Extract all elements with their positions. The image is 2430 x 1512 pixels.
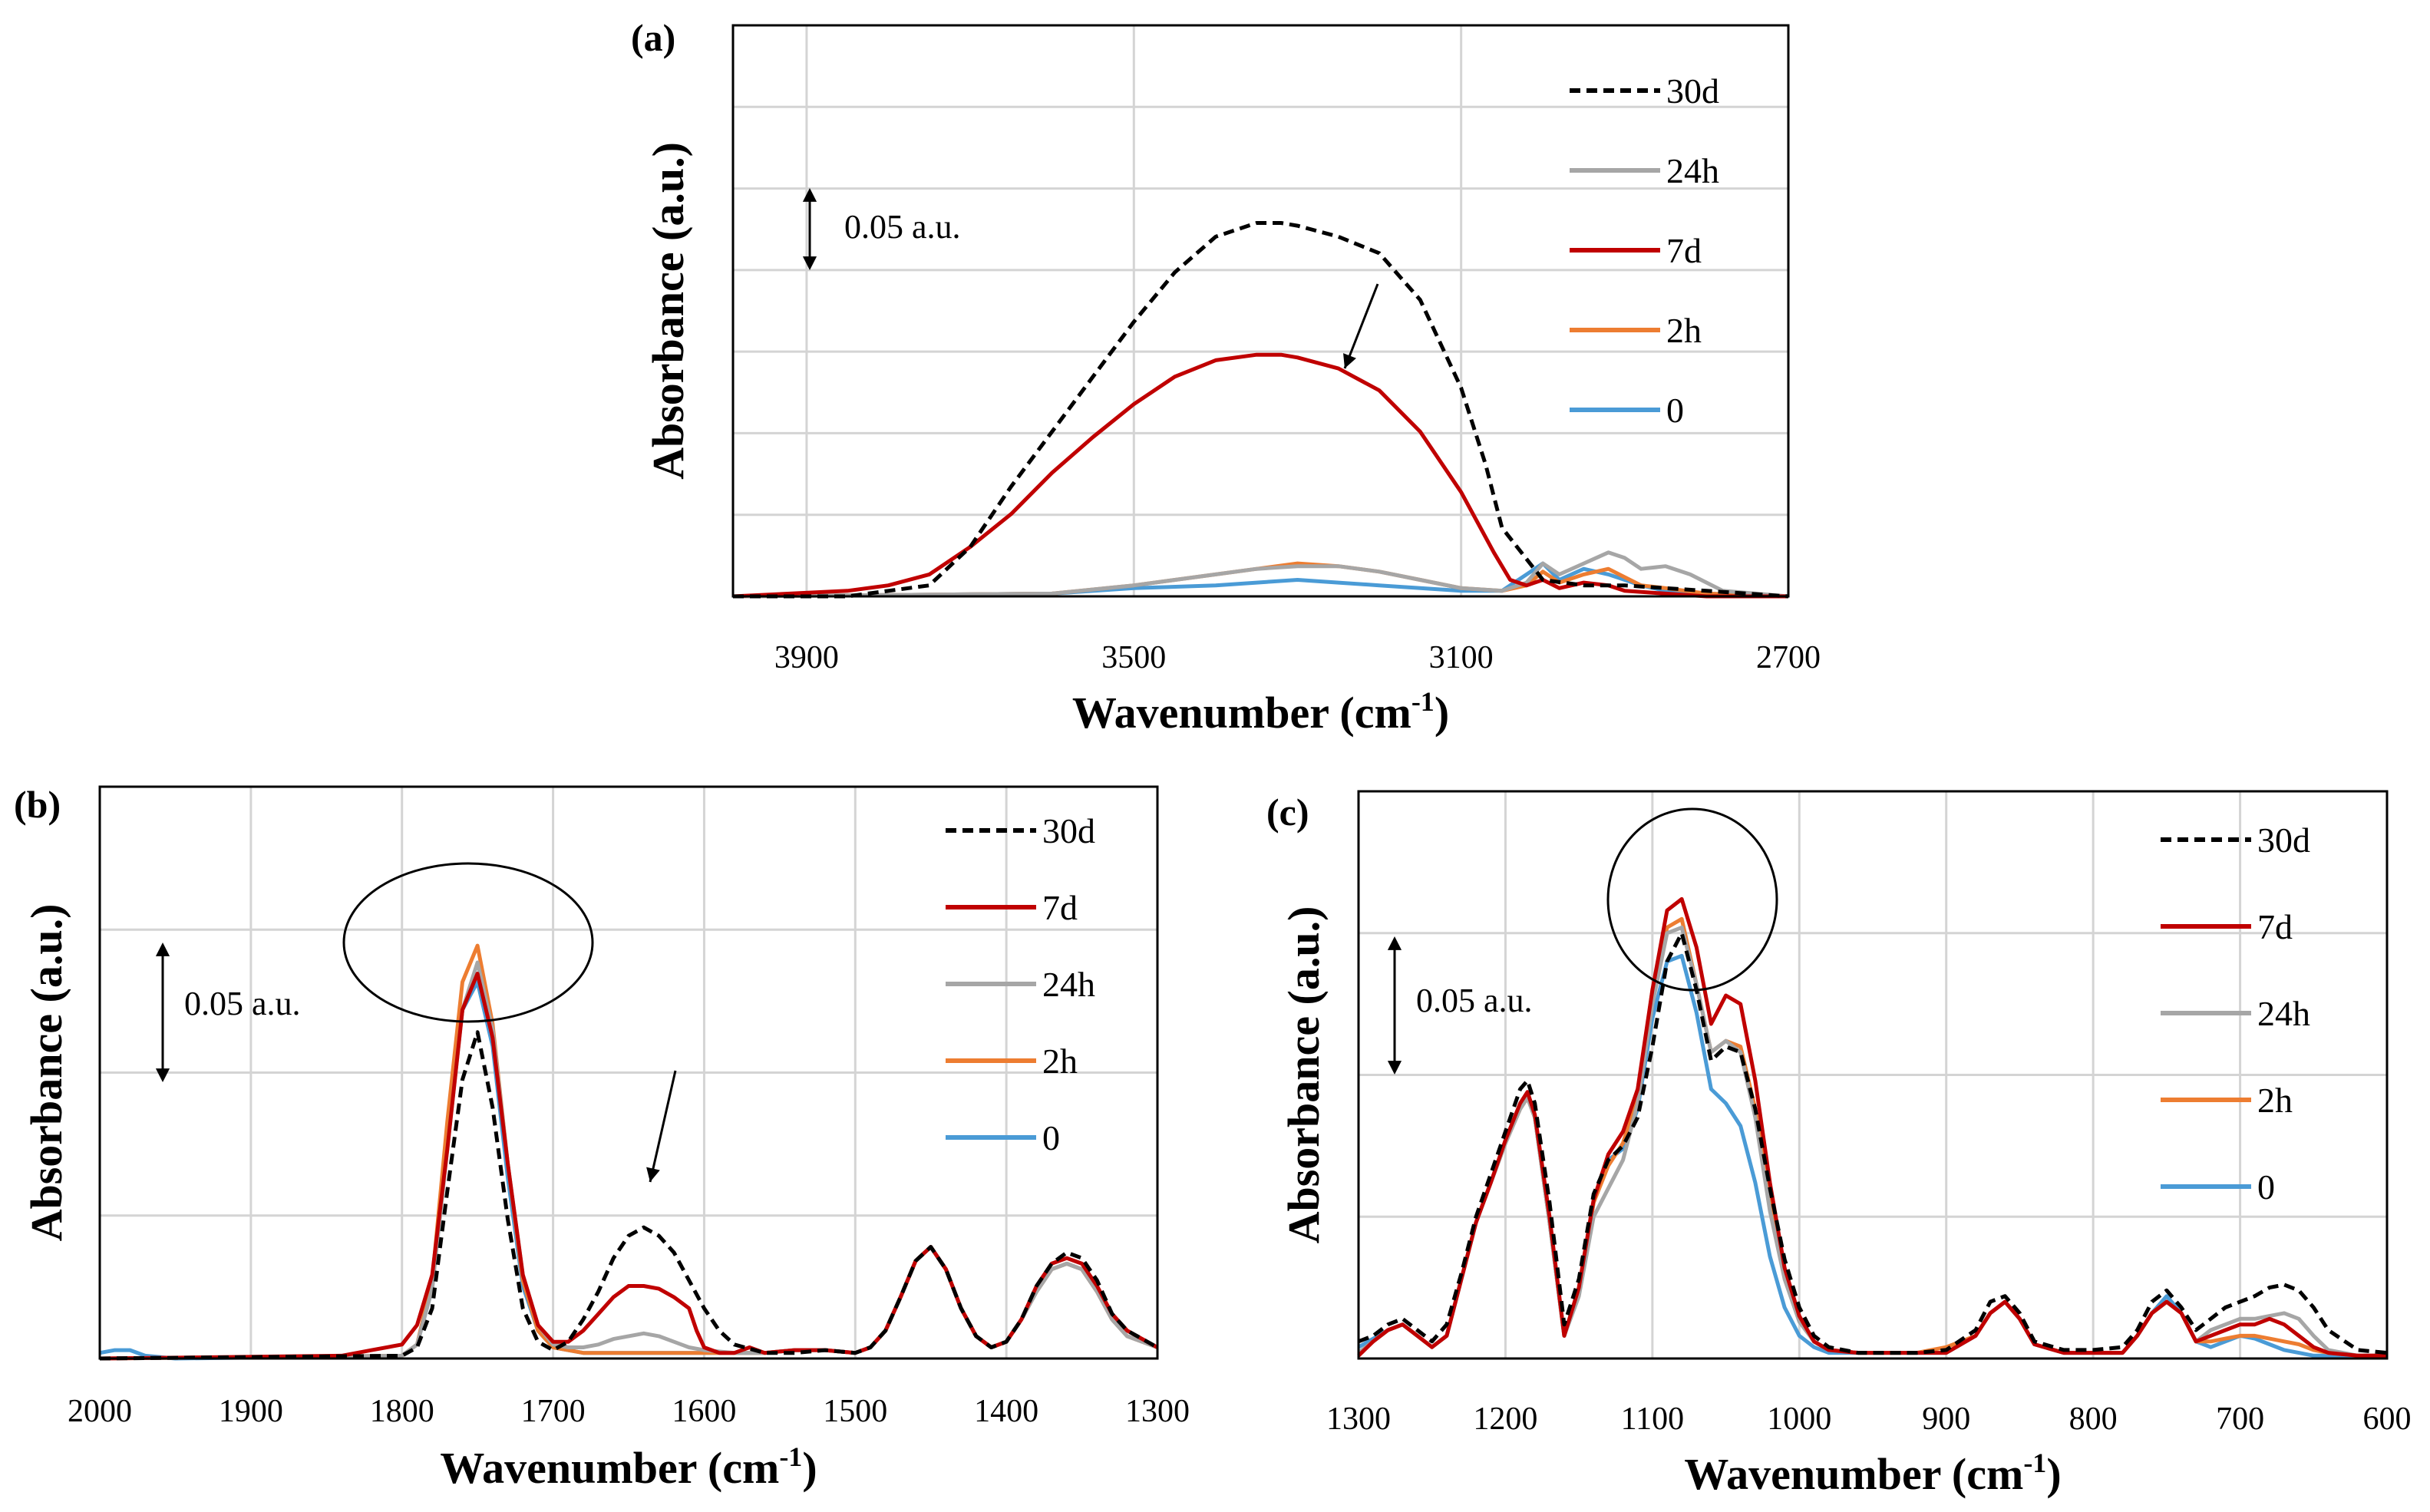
chart-panel: 2000 1900 1800 1700 1600 1500 1400 1300 Wavenumb… [14,783,1190,1493]
y-axis-label: Absorbance (a.u.) [21,904,71,1242]
legend-label: 30d [2257,820,2310,860]
panel-label: (c) [1266,791,1309,834]
x-tick-label: 1900 [219,1394,283,1429]
x-tick-label: 1200 [1473,1401,1537,1437]
annotation-ellipse [1606,807,1778,992]
x-tick-label: 600 [2363,1401,2412,1437]
panel-label: (b) [14,783,61,826]
x-tick-label: 1300 [1326,1401,1391,1437]
x-tick-label: 1000 [1767,1401,1831,1437]
x-tick-label: 1700 [521,1394,586,1429]
series-line-0 [99,979,1158,1361]
scale-bar-arrow-up [1387,936,1402,950]
legend-label: 30d [1666,71,1719,111]
y-axis-label: Absorbance (a.u.) [643,142,693,480]
plot-frame [731,24,1790,598]
x-tick-label: 1300 [1125,1394,1190,1429]
x-tick-label: 900 [1922,1401,1970,1437]
x-axis-label: Wavenumber (cm-1) [1072,686,1449,738]
scale-bar-arrow-down [1387,1061,1402,1075]
legend-label: 0 [1042,1118,1060,1157]
x-tick-label: 2000 [68,1394,132,1429]
annotation-arrow-head [646,1167,660,1182]
chart-panel: 3900 3500 3100 2700 Wavenumber (cm-1) Absorba… [631,16,1821,738]
x-tick-label: 1600 [672,1394,736,1429]
scale-bar-arrow-up [802,188,817,202]
chart-panel: 1300 1200 1100 1000 900 800 700 600 Wavenumber (… [1266,790,2412,1499]
legend-label: 7d [1042,888,1078,927]
x-tick-label: 1500 [823,1394,887,1429]
legend-label: 0 [2257,1167,2275,1207]
legend-label: 24h [1666,151,1719,190]
legend-label: 2h [1666,311,1702,350]
series-line-24h [732,550,1789,599]
x-axis-label: Wavenumber (cm-1) [1684,1448,2061,1499]
annotation-arrow [649,1070,677,1183]
scale-bar-arrow-down [802,256,817,270]
scale-bar-arrow-up [155,943,170,956]
scale-bar-label: 0.05 a.u. [184,985,301,1022]
legend-label: 2h [2257,1081,2293,1120]
scale-bar-arrow-down [155,1068,170,1082]
x-tick-label: 1400 [974,1394,1038,1429]
y-axis-label: Absorbance (a.u.) [1279,906,1329,1244]
panel-label: (a) [631,16,675,59]
legend-label: 2h [1042,1042,1078,1081]
legend-label: 24h [1042,965,1095,1004]
annotation-ellipse [342,862,594,1023]
legend-label: 7d [1666,231,1702,270]
series-line-30d [733,221,1789,599]
annotation-arrow-head [1343,353,1356,368]
x-tick-label: 2700 [1756,640,1821,675]
series-line-7d [99,972,1159,1361]
legend-label: 0 [1666,391,1684,430]
legend-label: 7d [2257,907,2293,946]
annotation-arrow [1343,283,1379,369]
scale-bar-label: 0.05 a.u. [844,208,961,246]
x-axis-label: Wavenumber (cm-1) [440,1441,817,1493]
x-tick-label: 1800 [370,1394,434,1429]
x-tick-label: 3500 [1101,640,1166,675]
x-tick-label: 3900 [774,640,839,675]
x-tick-label: 800 [2069,1401,2118,1437]
series-line-7d [1357,896,2387,1358]
x-tick-label: 1100 [1621,1401,1684,1437]
plot-frame [1357,790,2389,1360]
series-line-30d [99,1030,1159,1361]
x-tick-label: 3100 [1429,640,1494,675]
legend-label: 30d [1042,811,1095,850]
scale-bar-label: 0.05 a.u. [1416,982,1533,1019]
plot-frame [98,785,1159,1360]
legend-label: 24h [2257,994,2310,1033]
x-tick-label: 700 [2216,1401,2264,1437]
